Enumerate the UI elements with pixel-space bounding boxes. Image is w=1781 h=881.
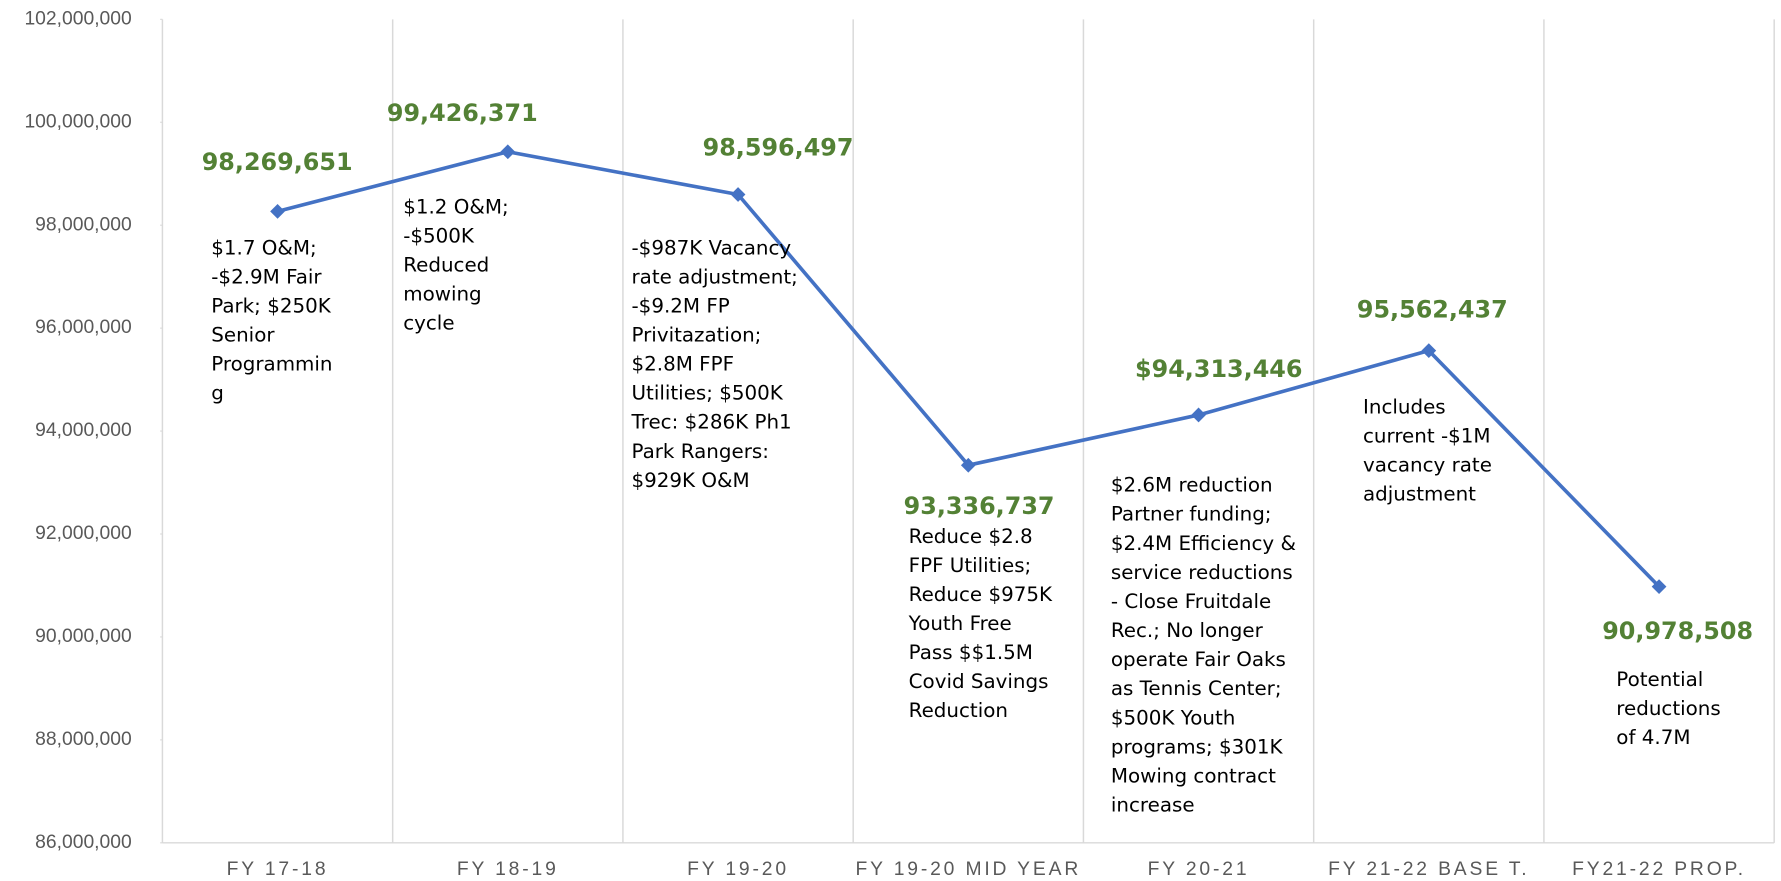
x-tick-label: FY 19-20 MID YEAR <box>856 859 1082 880</box>
annotation: $2.6M reduction Partner funding; $2.4M Eff… <box>1111 474 1296 817</box>
annotation: Includes current -$1M vacancy rate adjustme… <box>1363 395 1492 505</box>
annotation-line: as Tennis Center; <box>1111 677 1282 700</box>
annotation-line: Includes <box>1363 395 1446 418</box>
data-point <box>1651 579 1667 594</box>
data-point <box>500 144 516 160</box>
annotation-line: -$2.9M Fair <box>211 265 322 288</box>
y-tick-label: 90,000,000 <box>35 626 132 647</box>
data-label: 90,978,508 <box>1602 617 1753 645</box>
data-point <box>730 187 746 202</box>
y-tick-label: 92,000,000 <box>35 523 132 544</box>
annotation-line: $1.2 O&M; <box>403 195 508 218</box>
annotation-line: mowing <box>403 283 481 306</box>
data-label: $94,313,446 <box>1135 355 1302 383</box>
annotation-line: g <box>211 382 224 405</box>
annotation-line: $500K Youth <box>1111 706 1235 729</box>
annotation-line: reductions <box>1616 697 1720 720</box>
annotation-line: Programmin <box>211 353 332 376</box>
annotation-line: -$987K Vacancy <box>632 236 792 259</box>
annotation-line: $2.6M reduction <box>1111 474 1273 497</box>
annotation-line: Reduction <box>909 699 1008 722</box>
annotation-line: cycle <box>403 312 454 335</box>
y-tick-label: 96,000,000 <box>35 317 132 338</box>
y-tick-label: 94,000,000 <box>35 420 132 441</box>
annotation: Reduce $2.8 FPF Utilities; Reduce $975K You… <box>908 525 1053 722</box>
data-label: 99,426,371 <box>387 99 538 127</box>
x-tick-label: FY 17-18 <box>227 859 329 880</box>
annotation-line: -$500K <box>403 224 475 247</box>
annotation: $1.7 O&M; -$2.9M Fair Park; $250K Senior Pro… <box>211 236 332 404</box>
annotation-line: Covid Savings <box>909 670 1049 693</box>
annotation-line: Trec: $286K Ph1 <box>631 411 792 434</box>
annotation-line: Mowing contract <box>1111 764 1276 787</box>
x-tick-label: FY 18-19 <box>457 859 559 880</box>
annotation-line: vacancy rate <box>1363 453 1492 476</box>
data-point <box>1191 407 1206 423</box>
y-tick-label: 100,000,000 <box>24 111 131 132</box>
annotation-line: $2.4M Efficiency & <box>1111 532 1296 555</box>
annotation-line: FPF Utilities; <box>909 554 1032 577</box>
annotation-line: Reduce $975K <box>909 583 1053 606</box>
annotation-line: increase <box>1111 794 1195 817</box>
annotation-line: $1.7 O&M; <box>211 236 316 259</box>
annotation-line: Park; $250K <box>211 294 331 317</box>
data-point <box>1421 343 1437 359</box>
annotation-line: rate adjustment; <box>632 265 798 288</box>
x-tick-label: FY 20-21 <box>1148 859 1250 880</box>
annotation: -$987K Vacancy rate adjustment; -$9.2M FP P… <box>631 236 798 492</box>
y-tick-label: 98,000,000 <box>35 214 132 235</box>
annotation-line: Senior <box>211 324 275 347</box>
data-point <box>270 203 285 219</box>
x-tick-label: FY21-22 PROP. <box>1572 859 1746 880</box>
annotation-line: $929K O&M <box>632 469 750 492</box>
annotation-line: -$9.2M FP <box>632 294 730 317</box>
annotation-line: operate Fair Oaks <box>1111 648 1286 671</box>
data-label: 98,269,651 <box>202 148 353 176</box>
y-tick-label: 102,000,000 <box>24 8 131 29</box>
annotation-line: of 4.7M <box>1616 726 1690 749</box>
x-tick-label: FY 21-22 BASE T. <box>1328 859 1529 880</box>
annotation-line: Partner funding; <box>1111 503 1272 526</box>
annotation-line: Pass $$1.5M <box>909 641 1033 664</box>
y-tick-label: 88,000,000 <box>35 729 132 750</box>
annotation-line: service reductions <box>1111 561 1293 584</box>
annotation-line: Park Rangers: <box>632 440 769 463</box>
annotation: $1.2 O&M; -$500K Reduced mowing cycle <box>403 195 508 334</box>
data-label: 98,596,497 <box>703 133 854 161</box>
annotation: Potential reductions of 4.7M <box>1616 668 1720 749</box>
x-tick-label: FY 19-20 <box>687 859 789 880</box>
data-label: 95,562,437 <box>1357 296 1508 324</box>
annotation-line: adjustment <box>1363 483 1476 506</box>
annotation-line: programs; $301K <box>1111 735 1284 758</box>
data-label: 93,336,737 <box>904 492 1055 520</box>
annotation-line: Reduce $2.8 <box>909 525 1033 548</box>
annotation-line: Privitazation; <box>632 324 762 347</box>
annotation-line: current -$1M <box>1363 424 1491 447</box>
annotation-line: Utilities; $500K <box>632 382 784 405</box>
annotation-line: Reduced <box>403 254 489 277</box>
annotation-line: Youth Free <box>908 612 1012 635</box>
annotation-line: - Close Fruitdale <box>1111 590 1271 613</box>
annotation-line: Rec.; No longer <box>1111 619 1264 642</box>
data-point <box>960 457 976 473</box>
annotation-line: Potential <box>1616 668 1703 691</box>
y-tick-label: 86,000,000 <box>35 832 132 853</box>
annotation-line: $2.8M FPF <box>632 353 735 376</box>
